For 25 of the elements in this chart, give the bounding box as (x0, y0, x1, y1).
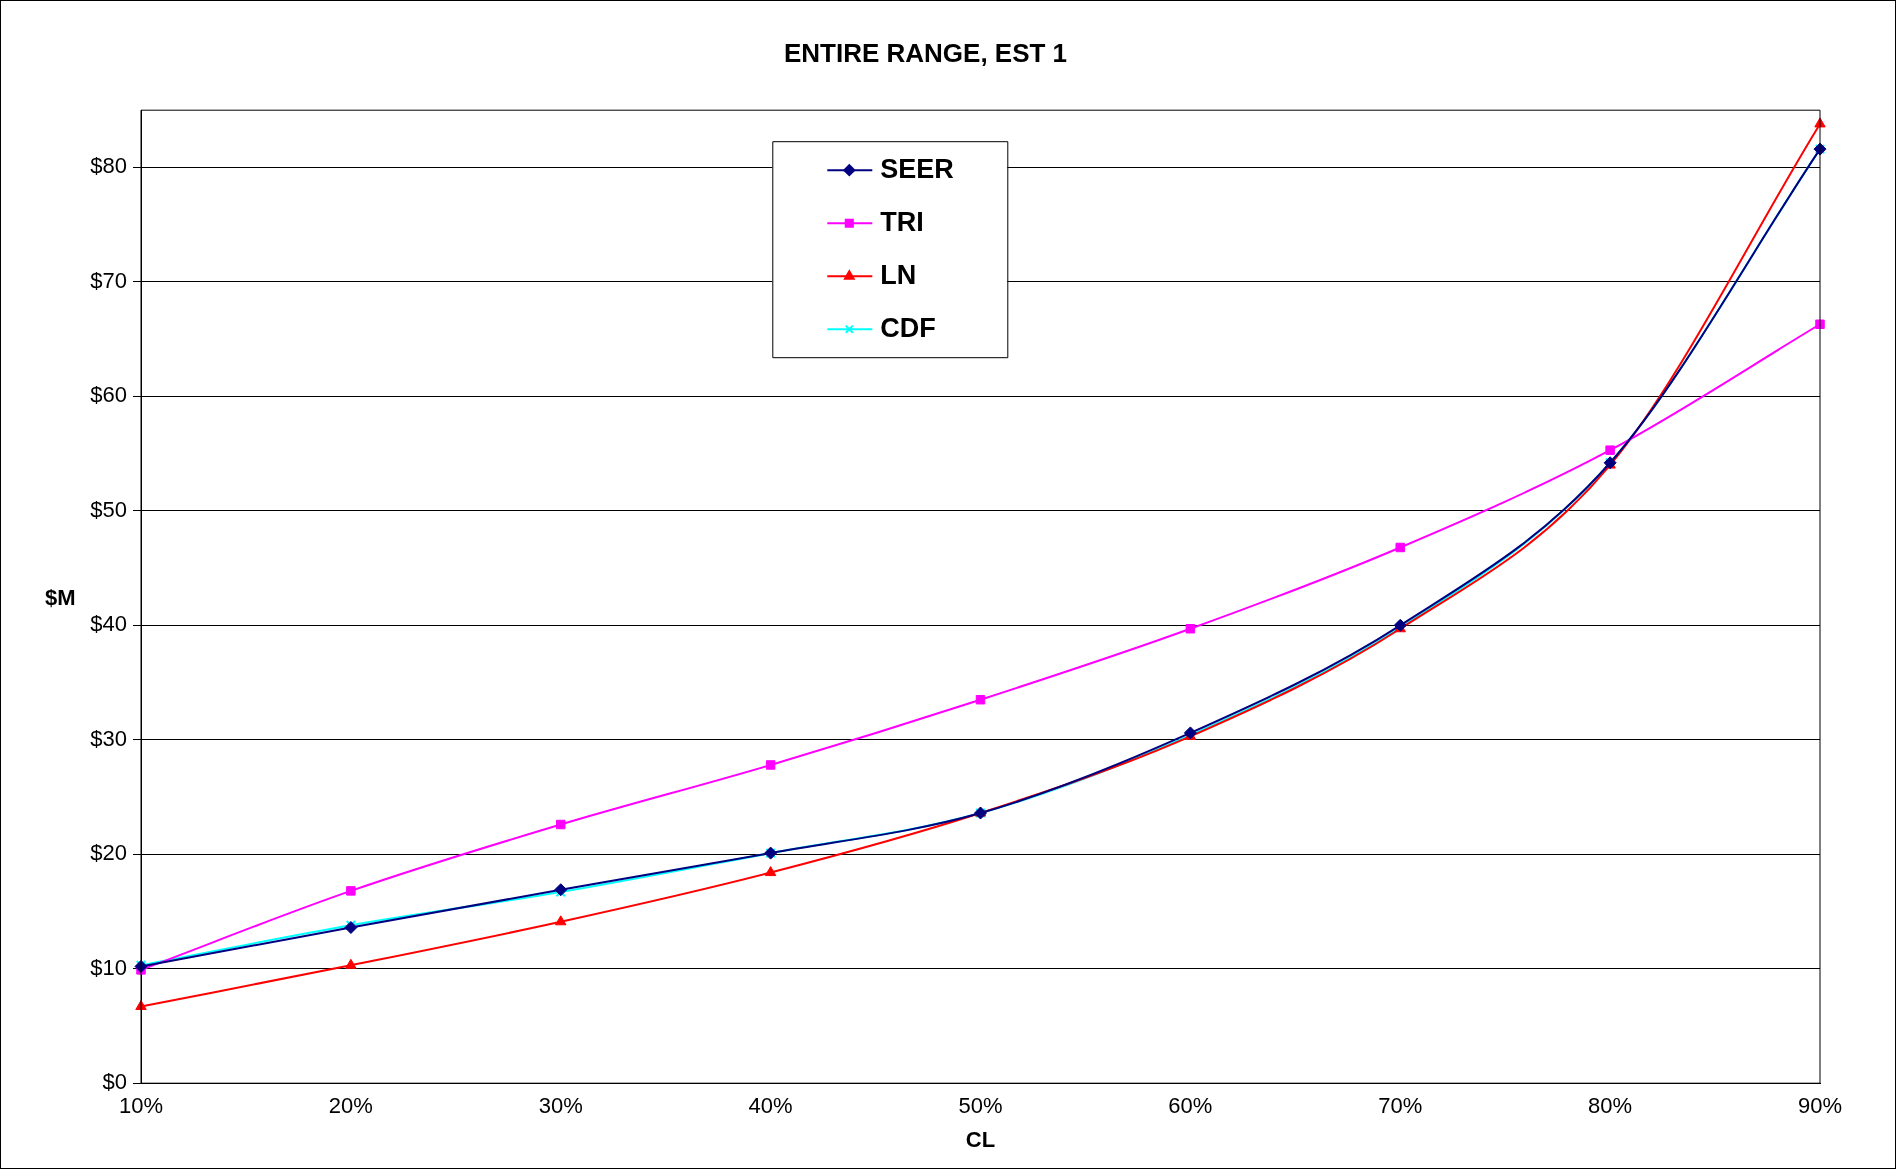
y-tick-label: $70 (90, 267, 127, 293)
y-tick-label: $20 (90, 840, 127, 866)
x-tick-label: 60% (1168, 1093, 1213, 1119)
legend-label: TRI (880, 206, 924, 237)
y-tick-label: $0 (102, 1069, 127, 1095)
x-tick-label: 80% (1588, 1093, 1633, 1119)
x-tick-label: 70% (1378, 1093, 1423, 1119)
y-tick-label: $40 (90, 611, 127, 637)
x-tick-label: 20% (328, 1093, 373, 1119)
legend-label: LN (880, 259, 917, 290)
y-axis-title: $M (45, 584, 76, 610)
y-tick-label: $30 (90, 725, 127, 751)
x-tick-label: 50% (958, 1093, 1003, 1119)
legend-label: CDF (880, 312, 936, 343)
x-tick-label: 10% (118, 1093, 164, 1119)
y-tick-label: $60 (90, 382, 127, 408)
x-tick-label: 90% (1797, 1093, 1843, 1119)
legend-label: SEER (880, 153, 954, 184)
x-axis-title: CL (965, 1126, 996, 1152)
x-tick-label: 40% (748, 1093, 793, 1119)
y-tick-label: $50 (90, 496, 127, 522)
y-tick-label: $10 (90, 954, 127, 980)
chart-title: ENTIRE RANGE, EST 1 (783, 37, 1068, 68)
y-tick-label: $80 (90, 153, 127, 179)
x-tick-label: 30% (538, 1093, 583, 1119)
